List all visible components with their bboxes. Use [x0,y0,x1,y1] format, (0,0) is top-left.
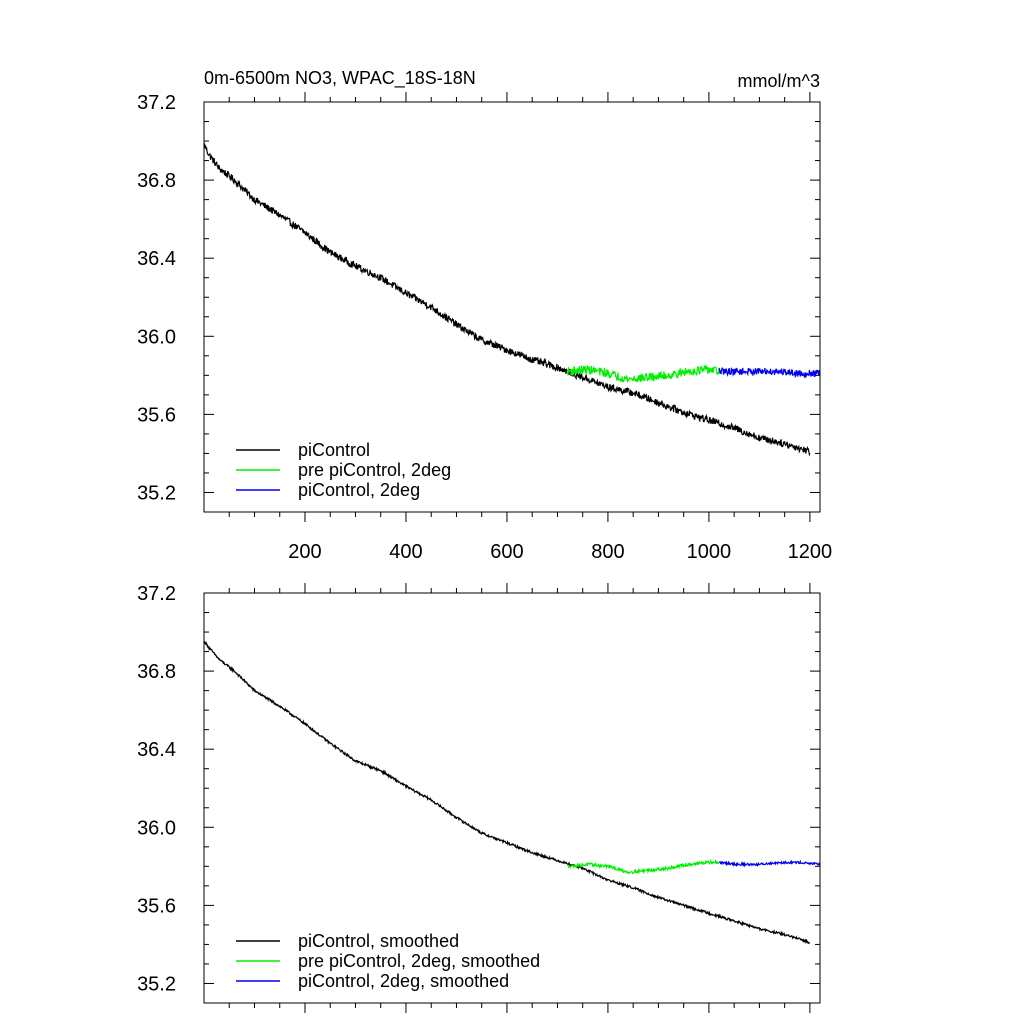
x-tick-label: 200 [288,541,321,563]
legend-label: pre piControl, 2deg, smoothed [298,951,540,971]
y-tick-label: 36.8 [137,170,176,192]
x-tick-label: 1200 [788,541,833,563]
series-line [203,143,811,457]
legend-label: piControl, smoothed [298,931,459,951]
legend-label: pre piControl, 2deg [298,460,451,480]
series-line [718,366,821,379]
top-series [203,143,821,457]
y-tick-label: 35.2 [137,482,176,504]
legend-label: piControl, 2deg, smoothed [298,971,509,991]
bottom-axes: 35.2 35.6 36.0 36.4 36.8 37.2 [137,583,820,1013]
top-plot-frame [203,101,821,513]
y-tick-label: 35.2 [137,973,176,995]
series-line [566,364,720,384]
top-axes: 35.2 35.6 36.0 36.4 36.8 37.2 200 400 600 800 1000… [137,92,832,563]
bottom-series [203,640,821,945]
y-tick-label: 37.2 [137,583,176,605]
y-tick-label: 36.8 [137,661,176,683]
y-tick-label: 36.0 [137,817,176,839]
bottom-plot-frame [203,592,821,1004]
series-line [567,858,720,875]
legend-label: piControl [298,440,370,460]
x-tick-label: 600 [490,541,523,563]
x-tick-label: 1000 [687,541,732,563]
series-line [718,859,821,868]
y-tick-label: 35.6 [137,895,176,917]
x-tick-label: 400 [389,541,422,563]
y-tick-label: 35.6 [137,404,176,426]
y-tick-label: 37.2 [137,92,176,114]
y-tick-label: 36.4 [137,739,176,761]
legend-label: piControl, 2deg [298,480,420,500]
bottom-panel: 35.2 35.6 36.0 36.4 36.8 37.2 piControl, smoo… [137,583,821,1013]
units-label: mmol/m^3 [738,71,820,91]
series-line [203,640,810,945]
x-tick-label: 800 [591,541,624,563]
y-tick-label: 36.0 [137,326,176,348]
chart-title: 0m-6500m NO3, WPAC_18S-18N [204,68,476,89]
top-panel: 0m-6500m NO3, WPAC_18S-18N mmol/m^3 35.2… [137,68,832,563]
y-tick-label: 36.4 [137,248,176,270]
